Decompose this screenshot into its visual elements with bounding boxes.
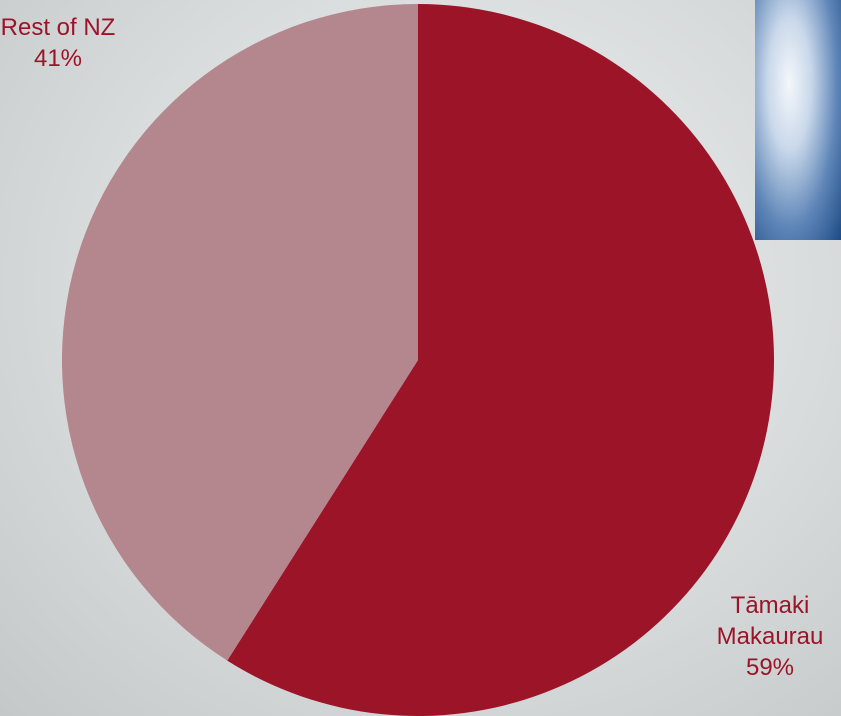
slice-label: Tāmaki Makaurau 59% <box>700 590 840 683</box>
sky-photo <box>755 0 841 240</box>
pie-slice <box>227 4 775 716</box>
value-label: 41% <box>33 45 83 72</box>
category-label: Rest of NZ <box>0 14 116 41</box>
slice-label: Rest of NZ 41% <box>0 12 116 74</box>
pie-slice <box>62 4 418 661</box>
value-label: 59% <box>745 654 795 681</box>
category-label: Tāmaki Makaurau <box>716 592 824 650</box>
